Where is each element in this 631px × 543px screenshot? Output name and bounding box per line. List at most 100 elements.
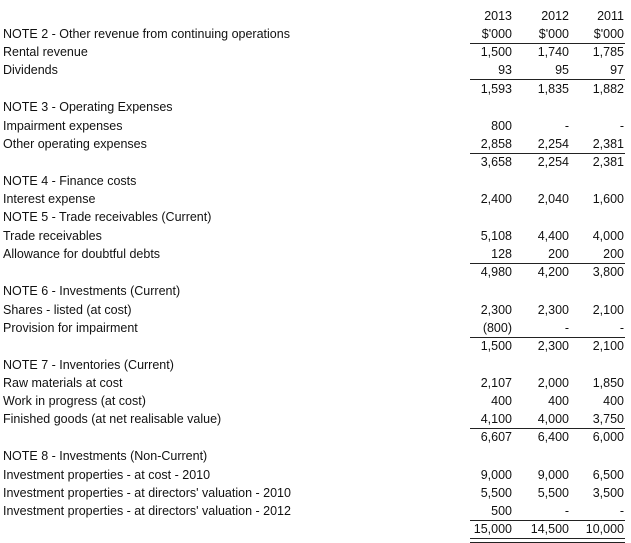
value-2011: - xyxy=(619,504,624,518)
value-2012: 5,500 xyxy=(537,486,569,500)
note-heading-row: NOTE 5 - Trade receivables (Current) xyxy=(0,209,631,227)
total-2012: 14,500 xyxy=(530,522,569,536)
value-2012: 2,254 xyxy=(537,137,569,151)
row-label: Investment properties - at directors' va… xyxy=(3,486,291,500)
total-2011: 10,000 xyxy=(585,522,624,536)
row-label: Work in progress (at cost) xyxy=(3,394,146,408)
note-heading: NOTE 6 - Investments (Current) xyxy=(3,284,181,298)
table-row: Dividends 93 95 97 xyxy=(0,62,631,80)
value-2011: - xyxy=(619,119,624,133)
total-2012: 1,835 xyxy=(537,82,569,96)
note-heading: NOTE 4 - Finance costs xyxy=(3,174,137,188)
table-row: Interest expense 2,400 2,040 1,600 xyxy=(0,191,631,209)
value-2012: 2,040 xyxy=(537,192,569,206)
total-2012: 6,400 xyxy=(537,430,569,444)
value-2012: 200 xyxy=(548,247,569,261)
row-label: Allowance for doubtful debts xyxy=(3,247,161,261)
note-heading-row: NOTE 7 - Inventories (Current) xyxy=(0,357,631,375)
table-row: Provision for impairment (800) - - xyxy=(0,320,631,338)
total-2011: 2,381 xyxy=(592,155,624,169)
row-label: Raw materials at cost xyxy=(3,376,123,390)
value-2012: 9,000 xyxy=(537,468,569,482)
value-2013: 400 xyxy=(491,394,512,408)
table-row: Work in progress (at cost) 400 400 400 xyxy=(0,393,631,411)
total-2012: 2,300 xyxy=(537,339,569,353)
total-row: 3,658 2,254 2,381 xyxy=(0,154,631,172)
value-2011: 1,600 xyxy=(592,192,624,206)
value-2012: 400 xyxy=(548,394,569,408)
year-2011-header: 2011 xyxy=(597,9,624,23)
table-row: Allowance for doubtful debts 128 200 200 xyxy=(0,246,631,264)
value-2011: 2,100 xyxy=(592,303,624,317)
note-heading: NOTE 2 - Other revenue from continuing o… xyxy=(3,27,290,41)
unit-header: $'000 xyxy=(481,27,512,41)
subtotal-rule xyxy=(470,263,625,264)
value-2011: 200 xyxy=(603,247,624,261)
total-2011: 6,000 xyxy=(592,430,624,444)
unit-header: $'000 xyxy=(593,27,624,41)
value-2012: 4,400 xyxy=(537,229,569,243)
value-2011: 3,500 xyxy=(592,486,624,500)
note-heading-row: NOTE 6 - Investments (Current) xyxy=(0,283,631,301)
row-label: Investment properties - at cost - 2010 xyxy=(3,468,211,482)
subtotal-rule xyxy=(470,520,625,521)
grand-total-double-rule xyxy=(470,538,625,543)
row-label: Shares - listed (at cost) xyxy=(3,303,132,317)
note-heading: NOTE 8 - Investments (Non-Current) xyxy=(3,449,208,463)
total-2011: 2,100 xyxy=(592,339,624,353)
table-row: Trade receivables 5,108 4,400 4,000 xyxy=(0,228,631,246)
note-heading-row: NOTE 4 - Finance costs xyxy=(0,173,631,191)
value-2011: 1,785 xyxy=(592,45,624,59)
value-2013: 500 xyxy=(491,504,512,518)
value-2011: 6,500 xyxy=(592,468,624,482)
row-label: Provision for impairment xyxy=(3,321,138,335)
total-2013: 1,593 xyxy=(480,82,512,96)
table-row: Investment properties - at cost - 2010 9… xyxy=(0,467,631,485)
value-2013: (800) xyxy=(482,321,512,335)
table-row: Shares - listed (at cost) 2,300 2,300 2,… xyxy=(0,302,631,320)
value-2011: 4,000 xyxy=(592,229,624,243)
total-2013: 1,500 xyxy=(480,339,512,353)
value-2012: 4,000 xyxy=(537,412,569,426)
note-heading: NOTE 7 - Inventories (Current) xyxy=(3,358,174,372)
value-2013: 5,500 xyxy=(480,486,512,500)
year-2012-header: 2012 xyxy=(541,9,569,23)
table-row: Rental revenue 1,500 1,740 1,785 xyxy=(0,44,631,62)
value-2011: 1,850 xyxy=(592,376,624,390)
total-2012: 4,200 xyxy=(537,265,569,279)
header-units-row: NOTE 2 - Other revenue from continuing o… xyxy=(0,26,631,44)
value-2013: 2,300 xyxy=(480,303,512,317)
table-row: Raw materials at cost 2,107 2,000 1,850 xyxy=(0,375,631,393)
note-heading: NOTE 5 - Trade receivables (Current) xyxy=(3,210,212,224)
total-2013: 3,658 xyxy=(480,155,512,169)
row-label: Impairment expenses xyxy=(3,119,123,133)
value-2011: 97 xyxy=(610,63,624,77)
row-label: Interest expense xyxy=(3,192,96,206)
table-row: Finished goods (at net realisable value)… xyxy=(0,411,631,429)
note-heading-row: NOTE 8 - Investments (Non-Current) xyxy=(0,448,631,466)
table-row: Impairment expenses 800 - - xyxy=(0,118,631,136)
row-label: Rental revenue xyxy=(3,45,88,59)
total-2011: 3,800 xyxy=(592,265,624,279)
note-heading-row: NOTE 3 - Operating Expenses xyxy=(0,99,631,117)
value-2011: - xyxy=(619,321,624,335)
value-2012: 2,000 xyxy=(537,376,569,390)
total-2013: 4,980 xyxy=(480,265,512,279)
total-row: 15,000 14,500 10,000 xyxy=(0,521,631,539)
value-2012: - xyxy=(564,504,569,518)
value-2011: 3,750 xyxy=(592,412,624,426)
total-row: 1,500 2,300 2,100 xyxy=(0,338,631,356)
subtotal-rule xyxy=(470,337,625,338)
value-2013: 9,000 xyxy=(480,468,512,482)
total-2013: 6,607 xyxy=(480,430,512,444)
header-underline xyxy=(470,43,625,44)
table-row: Other operating expenses 2,858 2,254 2,3… xyxy=(0,136,631,154)
value-2012: 95 xyxy=(555,63,569,77)
total-row: 1,593 1,835 1,882 xyxy=(0,81,631,99)
row-label: Other operating expenses xyxy=(3,137,147,151)
table-row: Investment properties - at directors' va… xyxy=(0,503,631,521)
value-2012: 2,300 xyxy=(537,303,569,317)
value-2013: 5,108 xyxy=(480,229,512,243)
total-row: 6,607 6,400 6,000 xyxy=(0,429,631,447)
value-2011: 2,381 xyxy=(592,137,624,151)
